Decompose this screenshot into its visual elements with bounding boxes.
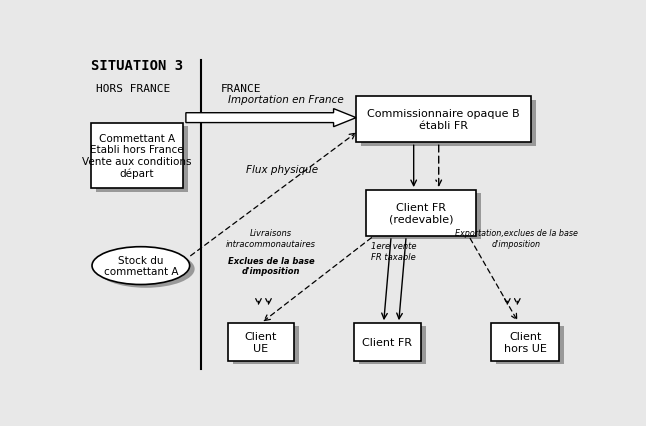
FancyBboxPatch shape xyxy=(361,101,536,146)
Text: SITUATION 3: SITUATION 3 xyxy=(90,59,183,73)
Text: Client FR: Client FR xyxy=(362,337,412,347)
FancyBboxPatch shape xyxy=(366,190,476,236)
Text: Commettant A
Etabli hors France
Vente aux conditions
départ: Commettant A Etabli hors France Vente au… xyxy=(82,133,192,179)
FancyBboxPatch shape xyxy=(491,323,559,361)
Text: HORS FRANCE: HORS FRANCE xyxy=(96,84,170,94)
FancyBboxPatch shape xyxy=(353,323,421,361)
Text: Flux physique: Flux physique xyxy=(246,164,318,174)
FancyBboxPatch shape xyxy=(229,323,293,361)
Text: Commissionnaire opaque B
établi FR: Commissionnaire opaque B établi FR xyxy=(368,109,520,131)
Text: Exclues de la base
d'imposition: Exclues de la base d'imposition xyxy=(227,256,315,276)
Polygon shape xyxy=(186,109,356,127)
FancyBboxPatch shape xyxy=(359,327,426,364)
Text: Client FR
(redevable): Client FR (redevable) xyxy=(389,203,453,224)
Text: Livraisons
intracommonautaires: Livraisons intracommonautaires xyxy=(226,229,316,248)
FancyBboxPatch shape xyxy=(96,127,189,192)
Text: Client
hors UE: Client hors UE xyxy=(504,331,547,353)
FancyBboxPatch shape xyxy=(371,194,481,240)
Text: Exportation,exclues de la base
d'imposition: Exportation,exclues de la base d'imposit… xyxy=(455,229,578,248)
FancyBboxPatch shape xyxy=(233,327,298,364)
Ellipse shape xyxy=(97,250,194,288)
FancyBboxPatch shape xyxy=(356,97,532,143)
Ellipse shape xyxy=(92,247,190,285)
Text: FRANCE: FRANCE xyxy=(221,84,262,94)
Text: Importation en France: Importation en France xyxy=(229,95,344,105)
Text: Stock du
commettant A: Stock du commettant A xyxy=(103,255,178,277)
FancyBboxPatch shape xyxy=(90,123,183,189)
Text: Client
UE: Client UE xyxy=(245,331,277,353)
Text: 1ere vente
FR taxable: 1ere vente FR taxable xyxy=(371,242,417,261)
FancyBboxPatch shape xyxy=(496,327,564,364)
